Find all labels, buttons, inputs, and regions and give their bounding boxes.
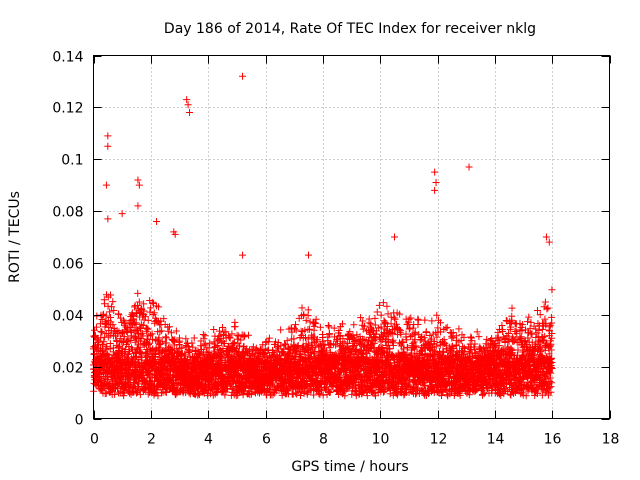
data-point — [97, 334, 105, 342]
data-point — [155, 334, 163, 342]
data-point — [156, 328, 164, 336]
data-point — [98, 328, 106, 336]
data-point — [167, 329, 175, 337]
data-point — [149, 298, 157, 306]
data-point — [108, 303, 116, 311]
data-point — [110, 306, 118, 314]
data-point — [102, 312, 110, 320]
data-point — [178, 344, 186, 352]
data-point — [143, 324, 151, 332]
data-point — [162, 333, 170, 341]
data-point — [140, 307, 148, 315]
data-point — [131, 320, 139, 328]
data-point — [136, 391, 144, 399]
data-point — [145, 369, 153, 377]
data-point — [140, 300, 148, 308]
data-point — [134, 301, 142, 309]
data-point — [98, 341, 106, 349]
data-point — [146, 296, 154, 304]
data-point — [154, 392, 162, 400]
data-point — [141, 313, 149, 321]
data-point — [96, 320, 104, 328]
data-point — [102, 374, 110, 382]
data-point — [106, 308, 114, 316]
data-point — [132, 319, 140, 327]
data-point — [150, 309, 158, 317]
data-point — [146, 331, 154, 339]
data-point — [103, 376, 111, 384]
data-point — [120, 316, 128, 324]
grid-layer — [93, 55, 610, 419]
data-point — [146, 339, 154, 347]
data-point — [144, 325, 152, 333]
data-point — [123, 327, 131, 335]
data-point — [122, 323, 130, 331]
data-point — [171, 336, 179, 344]
data-point — [120, 333, 128, 341]
data-point — [144, 341, 152, 349]
data-point — [106, 331, 114, 339]
data-point — [177, 351, 185, 359]
chart-title: Day 186 of 2014, Rate Of TEC Index for r… — [164, 21, 536, 37]
data-point — [133, 378, 141, 386]
data-point — [121, 346, 129, 354]
data-point — [134, 289, 142, 297]
data-point — [155, 303, 163, 311]
data-point — [162, 388, 170, 396]
data-points — [89, 72, 556, 400]
data-point — [100, 338, 108, 346]
data-point — [109, 298, 117, 306]
data-point — [149, 311, 157, 319]
data-point — [160, 315, 168, 323]
data-point — [136, 343, 144, 351]
data-point — [97, 328, 105, 336]
data-point — [121, 319, 129, 327]
data-point — [106, 340, 114, 348]
data-point — [101, 300, 109, 308]
data-point — [102, 389, 110, 397]
data-point — [167, 345, 175, 353]
data-point — [107, 291, 115, 299]
data-point — [93, 312, 101, 320]
data-point — [176, 337, 184, 345]
data-point — [115, 310, 123, 318]
data-point — [172, 391, 180, 399]
data-point — [127, 336, 135, 344]
data-point — [147, 304, 155, 312]
data-point — [166, 323, 174, 331]
data-point — [158, 337, 166, 345]
data-point — [135, 298, 143, 306]
data-point — [130, 315, 138, 323]
data-point — [164, 327, 172, 335]
data-point — [170, 337, 178, 345]
data-point — [92, 323, 100, 331]
data-point — [144, 316, 152, 324]
data-point — [98, 315, 106, 323]
data-point — [162, 334, 170, 342]
data-point — [124, 350, 132, 358]
data-point — [109, 321, 117, 329]
data-point — [131, 303, 139, 311]
data-point — [172, 327, 180, 335]
data-point — [111, 390, 119, 398]
data-point — [152, 351, 160, 359]
data-point — [158, 327, 166, 335]
